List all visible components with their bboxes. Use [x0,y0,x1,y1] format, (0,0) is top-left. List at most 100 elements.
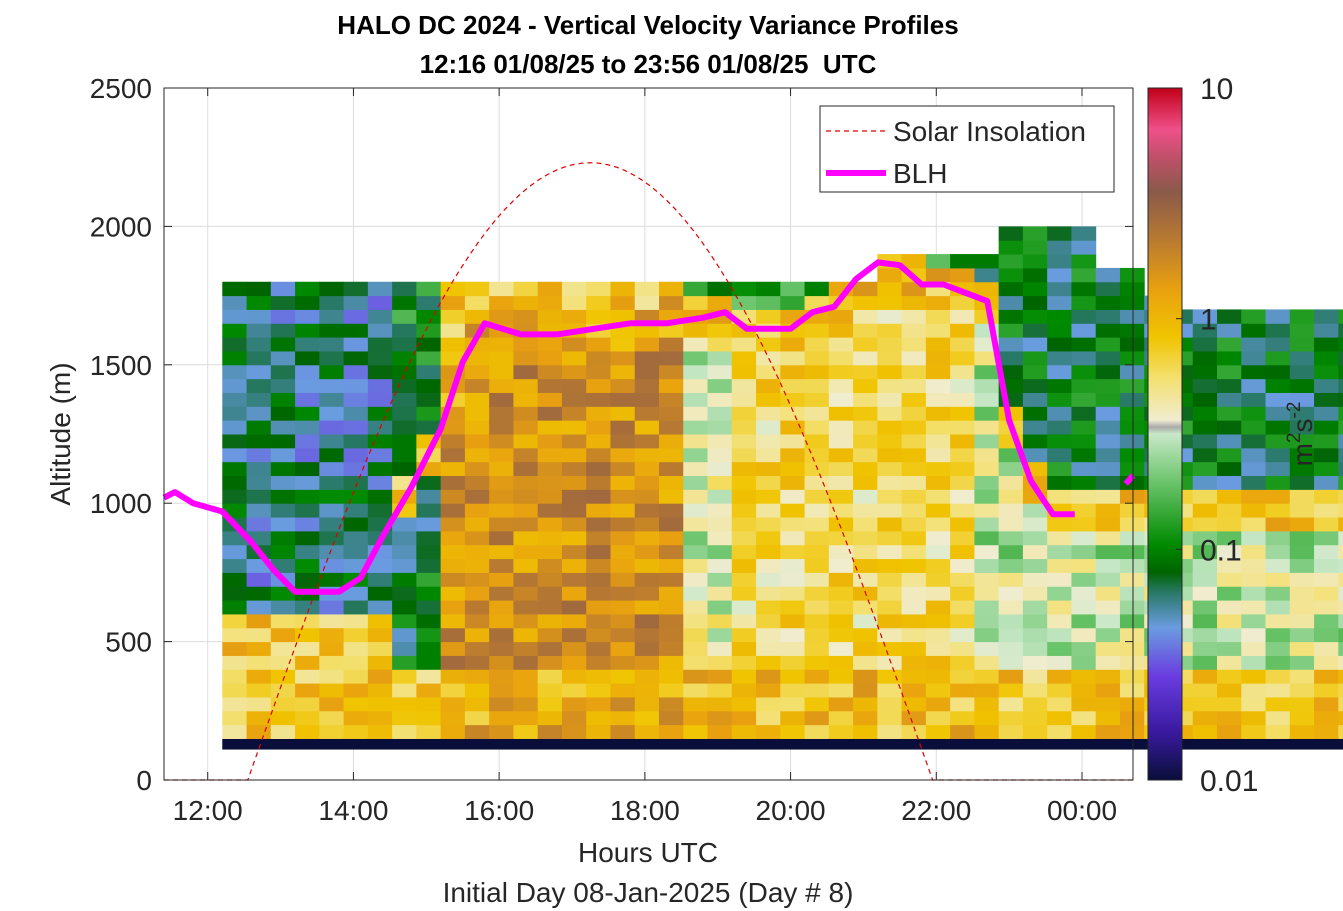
heatmap-cell [780,489,806,504]
heatmap-cell [537,378,563,393]
heatmap-cell [1338,738,1343,750]
heatmap-cell [246,517,272,532]
heatmap-cell [1095,406,1121,421]
heatmap-cell [246,295,272,310]
heatmap-cell [731,295,757,310]
heatmap-cell [1071,572,1097,587]
heatmap-cell [780,558,806,573]
heatmap-cell [1047,392,1072,407]
heatmap-cell [1047,226,1072,241]
heatmap-cell [853,613,878,629]
heatmap-cell [950,503,975,518]
heatmap-cell [828,475,854,490]
heatmap-cell [756,503,781,518]
heatmap-cell [343,586,369,601]
heatmap-cell [974,655,1000,670]
heatmap-cell [392,447,417,463]
heatmap-cell [1095,337,1121,352]
heatmap-cell [877,558,903,573]
heatmap-cell [804,281,830,297]
heatmap-cell [1047,378,1072,393]
heatmap-cell [707,669,733,684]
heatmap-cell [270,710,296,726]
heatmap-cell [343,475,369,490]
heatmap-cell [1047,669,1072,684]
heatmap-cell [513,558,539,573]
heatmap-cell [537,337,563,352]
heatmap-cell [343,600,369,615]
heatmap-cell [1022,627,1048,643]
heatmap-cell [950,350,975,366]
heatmap-cell [319,738,345,750]
heatmap-cell [295,544,320,560]
heatmap-cell [658,281,684,297]
heatmap-cell [756,627,781,643]
legend-solar-label: Solar Insolation [893,116,1086,147]
heatmap-cell [877,295,903,310]
heatmap-cell [974,364,1000,380]
heatmap-cell [222,378,248,393]
heatmap-cell [998,517,1024,532]
heatmap-cell [561,544,587,560]
heatmap-cell [586,337,611,352]
heatmap-cell [731,655,757,670]
heatmap-cell [683,350,709,366]
heatmap-cell [1265,337,1291,352]
heatmap-cell [901,434,927,449]
heatmap-cell [1022,447,1048,463]
heatmap-cell [319,309,345,324]
heatmap-cell [950,530,975,546]
heatmap-cell [925,627,951,643]
heatmap-cell [828,447,854,463]
heatmap-cell [319,461,345,477]
heatmap-cell [731,475,757,490]
heatmap-cell [416,489,442,504]
heatmap-cell [416,641,442,656]
heatmap-cell [853,600,878,615]
heatmap-cell [804,724,830,739]
heatmap-cell [270,447,296,463]
heatmap-cell [1071,710,1097,726]
heatmap-cell [756,613,781,629]
heatmap-cell [950,600,975,615]
heatmap-cell [1265,544,1291,560]
heatmap-cell [1192,517,1218,532]
heatmap-cell [1338,461,1343,477]
legend: Solar Insolation BLH [819,105,1115,193]
heatmap-cell [1265,447,1291,463]
heatmap-cell [1192,655,1218,670]
heatmap-cell [1289,323,1315,338]
heatmap-cell [658,475,684,490]
heatmap-cell [561,434,587,449]
heatmap-cell [270,724,296,739]
heatmap-cell [1071,641,1097,656]
heatmap-cell [1314,641,1339,656]
heatmap-cell [1095,323,1121,338]
x-tick-label: 16:00 [464,795,534,826]
heatmap-cell [513,461,539,477]
heatmap-cell [392,309,417,324]
heatmap-cell [1338,337,1343,352]
heatmap-cell [270,392,296,407]
heatmap-cell [756,710,781,726]
heatmap-cell [1095,530,1121,546]
heatmap-cell [1241,392,1267,407]
heatmap-cell [634,738,660,750]
heatmap-cell [853,337,878,352]
heatmap-cell [974,434,1000,449]
heatmap-cell [1265,350,1291,366]
heatmap-cell [780,627,806,643]
heatmap-cell [319,669,345,684]
heatmap-cell [901,669,927,684]
heatmap-cell [367,447,393,463]
heatmap-cell [998,627,1024,643]
heatmap-cell [270,503,296,518]
heatmap-cell [489,586,514,601]
heatmap-cell [464,613,490,629]
heatmap-cell [998,240,1024,255]
heatmap-cell [901,489,927,504]
heatmap-cell [1217,406,1242,421]
heatmap-cell [901,420,927,435]
heatmap-cell [295,600,320,615]
heatmap-cell [731,530,757,546]
